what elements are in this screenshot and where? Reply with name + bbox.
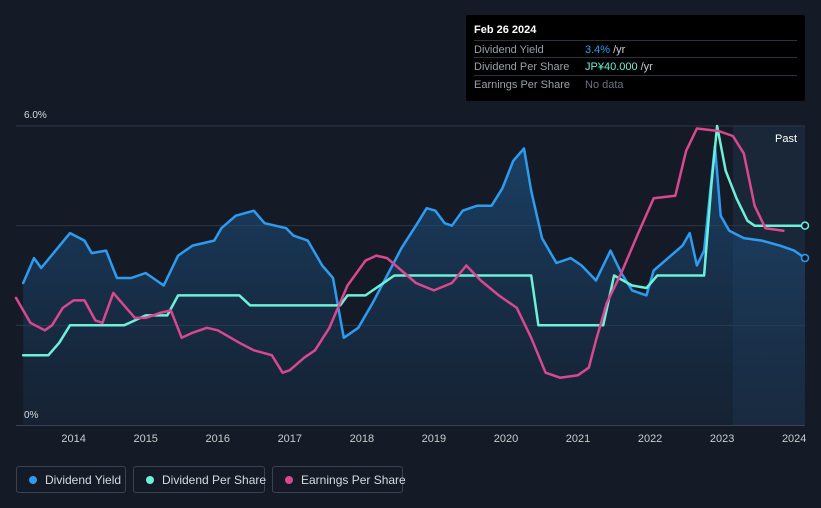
legend-label: Dividend Yield — [45, 473, 122, 487]
tooltip-label: Earnings Per Share — [474, 79, 570, 91]
y-axis-ticks: 6.0% 0% — [24, 110, 47, 421]
series-areas — [23, 145, 805, 425]
legend-dividend-yield[interactable]: Dividend Yield — [16, 466, 126, 493]
tooltip-value: 3.4%/yr — [585, 44, 625, 56]
tooltip-row-earnings-per-share: Earnings Per Share No data — [474, 75, 797, 94]
tooltip-date: Feb 26 2024 — [474, 24, 537, 36]
x-tick-label: 2017 — [278, 433, 302, 445]
x-tick-label: 2022 — [638, 433, 662, 445]
past-label: Past — [775, 133, 797, 145]
x-tick-label: 2024 — [782, 433, 806, 445]
x-tick-label: 2015 — [133, 433, 157, 445]
earnings-per-share-line — [14, 127, 785, 379]
legend-dot-icon — [285, 476, 293, 484]
tooltip-label: Dividend Yield — [474, 44, 544, 56]
x-tick-label: 2023 — [710, 433, 734, 445]
series-lines — [14, 124, 807, 379]
tooltip-row-dividend-per-share: Dividend Per Share JP¥40.000/yr — [474, 57, 797, 76]
dividend-yield-line — [21, 144, 807, 340]
dividend-yield-area — [23, 145, 805, 425]
x-tick-label: 2016 — [206, 433, 230, 445]
legend-dot-icon — [146, 476, 154, 484]
tooltip-value: JP¥40.000/yr — [585, 61, 653, 73]
dividend-yield-end-marker — [800, 253, 810, 263]
tooltip-unit: /yr — [613, 44, 626, 56]
tooltip-value-text: No data — [585, 79, 624, 91]
tooltip-value: No data — [585, 79, 624, 91]
tooltip-value-text: JP¥40.000 — [585, 61, 638, 73]
x-tick-label: 2021 — [566, 433, 590, 445]
tooltip-label: Dividend Per Share — [474, 61, 570, 73]
y-tick-label: 0% — [24, 410, 39, 421]
legend-label: Earnings Per Share — [301, 473, 406, 487]
tooltip-row-dividend-yield: Dividend Yield 3.4%/yr — [474, 40, 797, 59]
x-tick-label: 2014 — [61, 433, 85, 445]
tooltip-panel: Feb 26 2024 Dividend Yield 3.4%/yr Divid… — [466, 15, 805, 101]
tooltip-value-text: 3.4% — [585, 44, 611, 56]
dividend-per-share-line — [21, 124, 807, 357]
x-tick-label: 2019 — [422, 433, 446, 445]
legend-label: Dividend Per Share — [162, 473, 267, 487]
legend-dot-icon — [29, 476, 37, 484]
tooltip-unit: /yr — [640, 61, 653, 73]
x-tick-label: 2020 — [494, 433, 518, 445]
dividend-per-share-end-marker — [800, 221, 810, 230]
x-tick-label: 2018 — [350, 433, 374, 445]
legend-earnings-per-share[interactable]: Earnings Per Share — [272, 466, 406, 493]
y-tick-label: 6.0% — [24, 110, 47, 121]
legend-dividend-per-share[interactable]: Dividend Per Share — [133, 466, 267, 493]
series-end-markers — [800, 221, 810, 263]
x-axis-ticks: 2014 2015 2016 2017 2018 2019 2020 2021 2022 2023… — [61, 433, 806, 445]
